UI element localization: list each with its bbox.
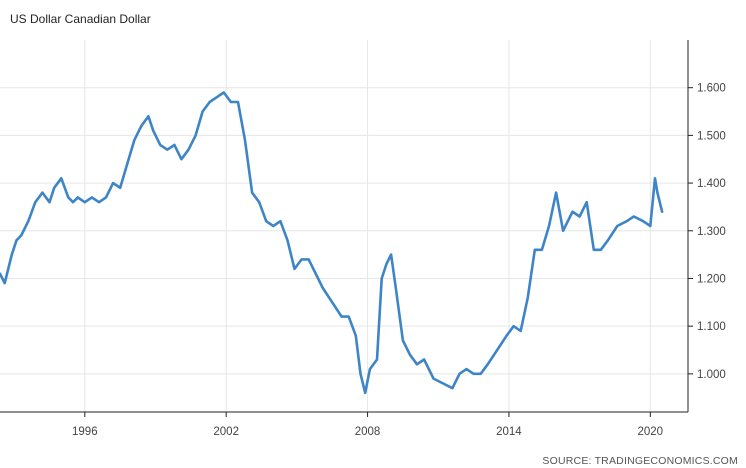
y-axis-ticks: 1.000 1.100 1.200 1.300 1.400 1.500 1.600 bbox=[688, 83, 726, 381]
series-line bbox=[0, 91, 664, 395]
y-tick-label: 1.200 bbox=[697, 273, 726, 285]
series-group bbox=[0, 91, 664, 395]
y-tick-label: 1.100 bbox=[697, 321, 726, 333]
source-credit: SOURCE: TRADINGECONOMICS.COM bbox=[542, 455, 738, 467]
y-tick-label: 1.600 bbox=[697, 83, 726, 95]
x-tick-label: 2014 bbox=[496, 426, 522, 438]
x-tick-label: 2002 bbox=[213, 426, 239, 438]
chart-title: US Dollar Canadian Dollar bbox=[10, 12, 151, 26]
y-tick-label: 1.500 bbox=[697, 130, 726, 142]
grid-lines bbox=[0, 40, 688, 412]
x-axis-ticks: 1996 2002 2008 2014 2020 bbox=[72, 412, 663, 438]
y-tick-label: 1.300 bbox=[697, 226, 726, 238]
x-tick-label: 1996 bbox=[72, 426, 98, 438]
x-tick-label: 2020 bbox=[638, 426, 664, 438]
y-tick-label: 1.400 bbox=[697, 178, 726, 190]
x-tick-label: 2008 bbox=[355, 426, 381, 438]
y-tick-label: 1.000 bbox=[697, 369, 726, 381]
